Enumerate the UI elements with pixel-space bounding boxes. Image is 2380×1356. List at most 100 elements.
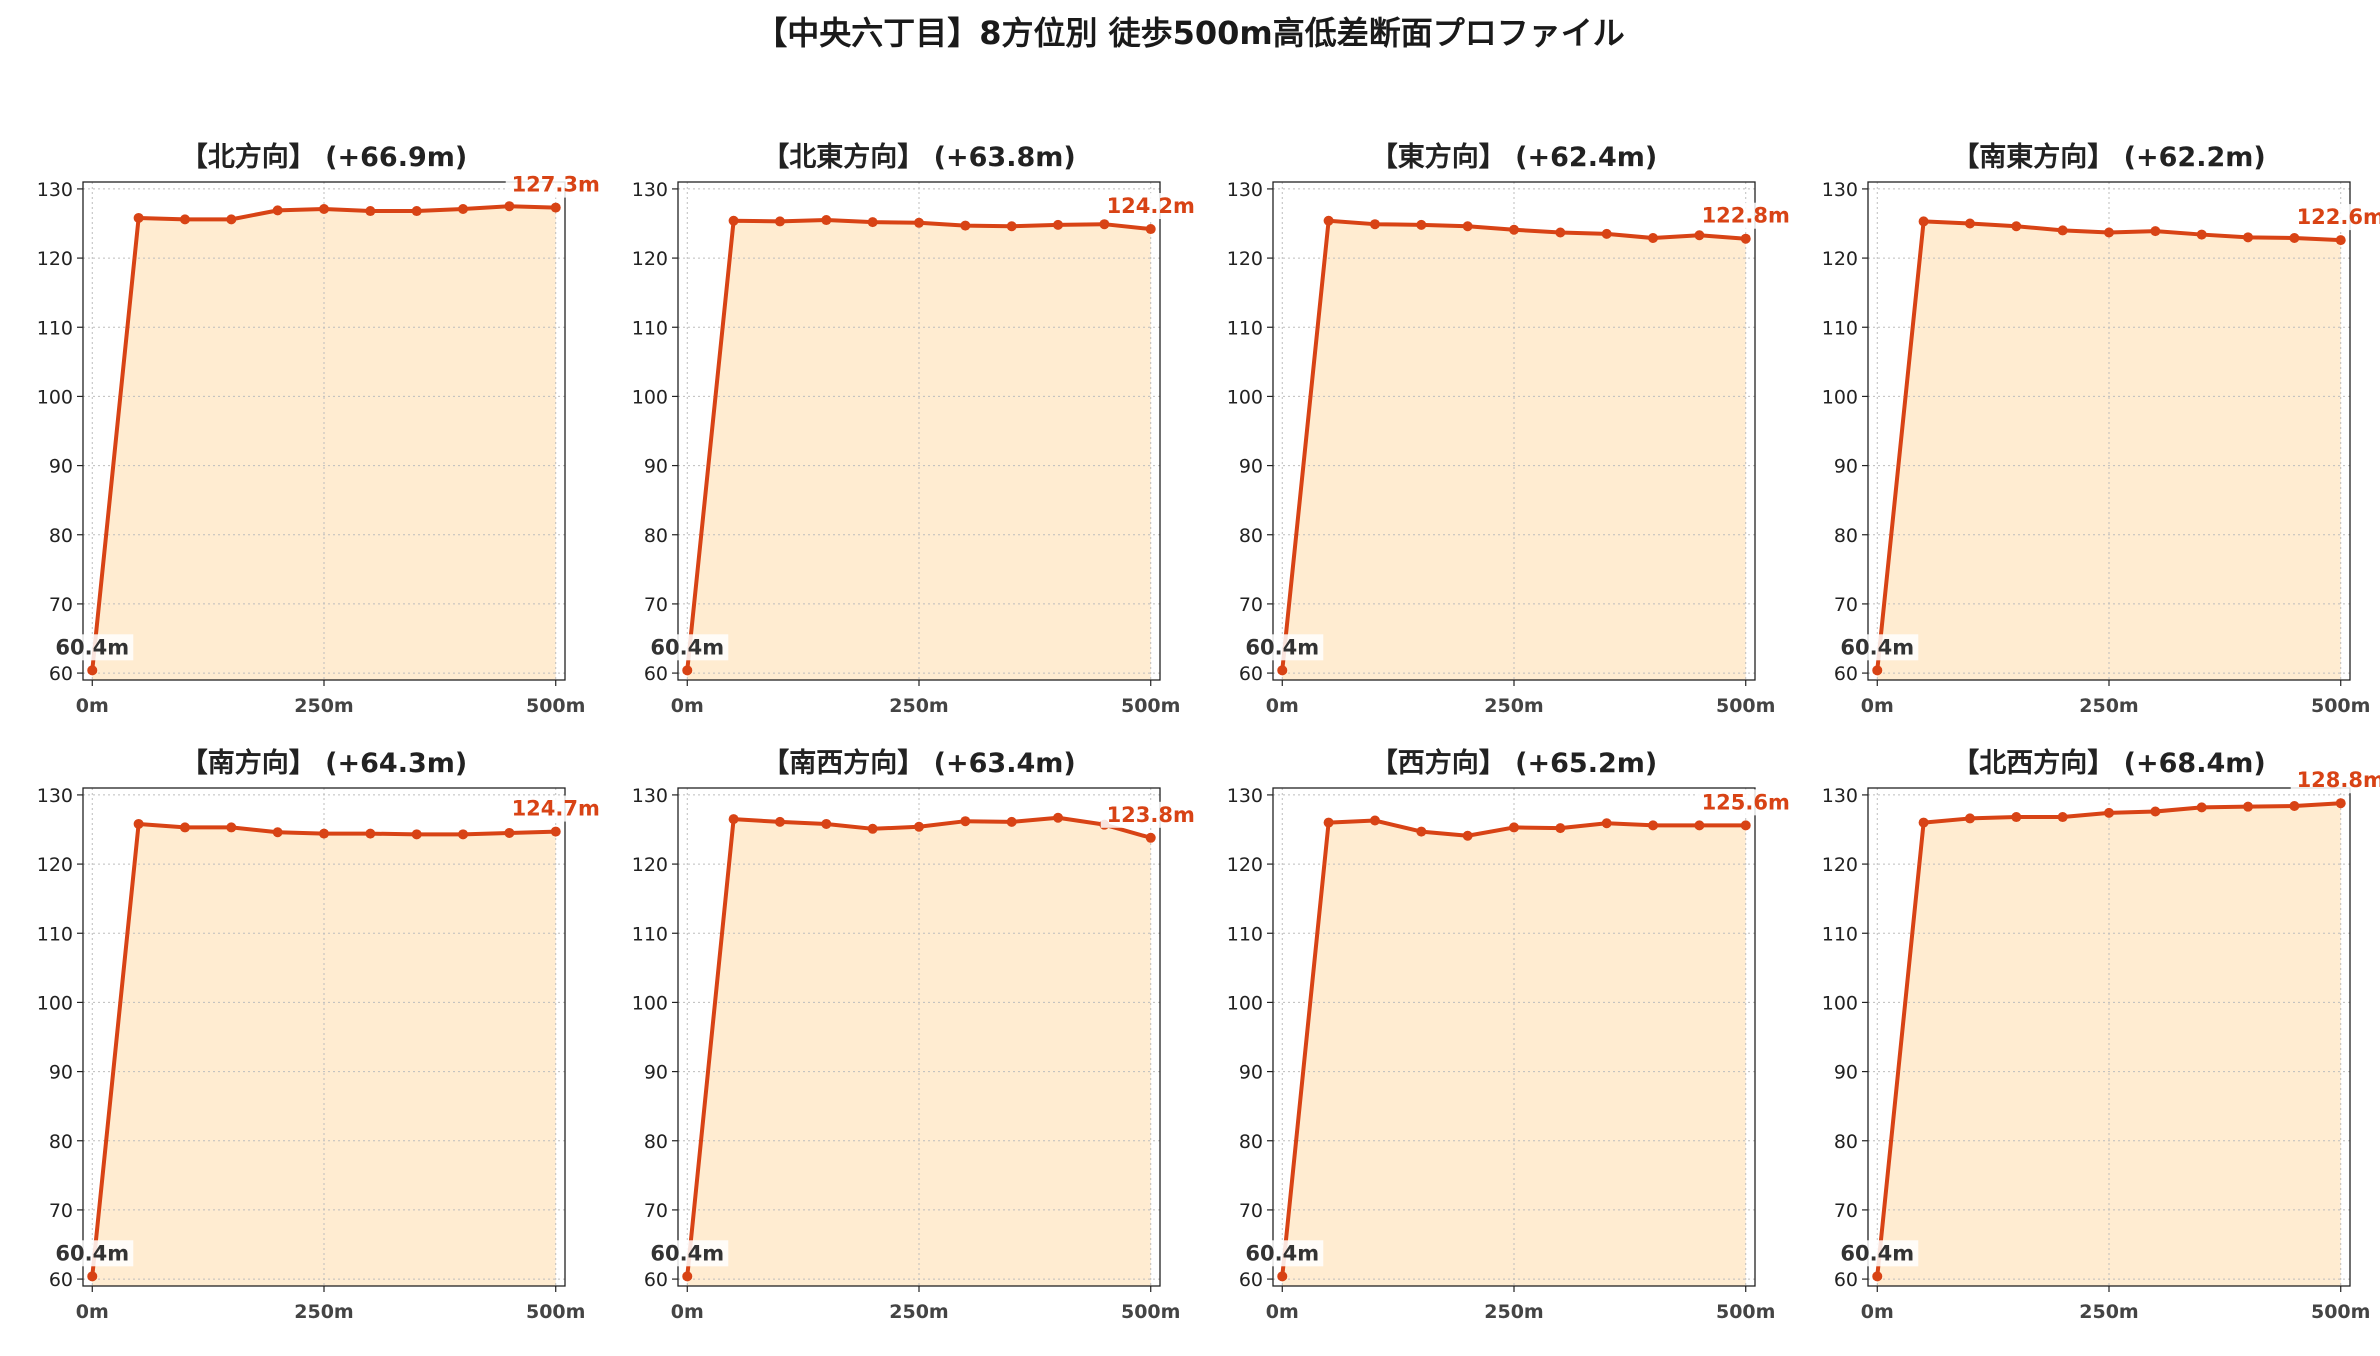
profile-point <box>179 214 190 225</box>
x-tick-label: 0m <box>76 695 109 717</box>
profile-point <box>1462 221 1473 232</box>
profile-point <box>272 205 283 216</box>
profile-point <box>87 1271 98 1282</box>
y-tick-label: 110 <box>632 923 668 945</box>
end-label: 124.2m <box>1107 194 1195 218</box>
y-tick-label: 130 <box>1227 785 1263 807</box>
y-tick-label: 70 <box>49 594 73 616</box>
chart-svg: 60 70 80 90 100 110 120 130 0m 250m 500m 60.4m 122.6… <box>1822 141 2380 717</box>
y-tick-label: 60 <box>644 663 668 685</box>
y-tick-label: 130 <box>37 785 73 807</box>
profile-point <box>1601 228 1612 239</box>
profile-point <box>1416 826 1427 837</box>
profile-point <box>728 215 739 226</box>
y-tick-label: 80 <box>49 525 73 547</box>
profile-point <box>1369 815 1380 826</box>
profile-point <box>960 220 971 231</box>
end-label-bg <box>2290 767 2380 794</box>
profile-point <box>1918 817 1929 828</box>
end-label: 122.6m <box>2297 205 2380 229</box>
y-tick-label: 80 <box>644 525 668 547</box>
y-tick-label: 90 <box>1834 1062 1858 1084</box>
chart-svg: 60 70 80 90 100 110 120 130 0m 250m 500m 60.4m 123.8… <box>632 747 1201 1323</box>
chart-svg: 60 70 80 90 100 110 120 130 0m 250m 500m 60.4m 124.2… <box>632 141 1201 717</box>
x-tick-label: 250m <box>1484 695 1543 717</box>
profile-point <box>682 1271 693 1282</box>
y-tick-label: 70 <box>644 1200 668 1222</box>
end-label-bg <box>505 795 606 822</box>
area-fill <box>687 817 1151 1286</box>
y-tick-label: 120 <box>1227 248 1263 270</box>
y-tick-label: 60 <box>49 1269 73 1291</box>
profile-point <box>226 214 237 225</box>
profile-point <box>133 818 144 829</box>
profile-point <box>1648 233 1659 244</box>
chart-title: 【南方向】 (+64.3m) <box>181 747 467 779</box>
profile-point <box>1740 233 1751 244</box>
chart-panel: 60 70 80 90 100 110 120 130 0m 250m 500m 60.4m 125.6… <box>1210 746 1805 1356</box>
y-tick-label: 80 <box>1834 525 1858 547</box>
profile-point <box>179 822 190 833</box>
end-label: 123.8m <box>1107 803 1195 827</box>
profile-point <box>2150 806 2161 817</box>
start-label-bg <box>51 634 134 661</box>
chart-body: 60 70 80 90 100 110 120 130 0m 250m 500m 60.4m 123.8… <box>632 785 1201 1323</box>
profile-point <box>2011 221 2022 232</box>
profile-point <box>133 212 144 223</box>
profile-point <box>821 215 832 226</box>
profile-point <box>458 829 469 840</box>
profile-point <box>272 827 283 838</box>
profile-point <box>1145 832 1156 843</box>
x-tick-label: 250m <box>889 695 948 717</box>
chart-body: 60 70 80 90 100 110 120 130 0m 250m 500m 60.4m 122.8… <box>1227 179 1796 717</box>
start-label: 60.4m <box>650 635 724 659</box>
profile-point <box>1601 818 1612 829</box>
profile-point <box>1462 830 1473 841</box>
profile-point <box>774 816 785 827</box>
profile-point <box>1509 224 1519 235</box>
chart-body: 60 70 80 90 100 110 120 130 0m 250m 500m 60.4m 128.8… <box>1822 767 2380 1323</box>
profile-point <box>1918 216 1929 227</box>
chart-body: 60 70 80 90 100 110 120 130 0m 250m 500m 60.4m 127.3… <box>37 171 606 717</box>
x-tick-label: 0m <box>1861 1301 1894 1323</box>
y-tick-label: 80 <box>49 1131 73 1153</box>
chart-body: 60 70 80 90 100 110 120 130 0m 250m 500m 60.4m 124.2… <box>632 179 1201 717</box>
profile-point <box>1053 219 1064 230</box>
y-tick-label: 80 <box>1239 525 1263 547</box>
y-tick-label: 120 <box>632 248 668 270</box>
x-tick-label: 0m <box>671 695 704 717</box>
profile-point <box>774 216 785 227</box>
profile-point <box>550 202 561 213</box>
x-tick-label: 500m <box>526 695 585 717</box>
profile-point <box>458 203 469 214</box>
x-tick-label: 500m <box>2311 1301 2370 1323</box>
y-tick-label: 60 <box>1834 663 1858 685</box>
profile-point <box>867 823 878 834</box>
profile-point <box>411 829 422 840</box>
profile-point <box>1006 816 1017 827</box>
end-label: 128.8m <box>2297 768 2380 792</box>
chart-panel: 60 70 80 90 100 110 120 130 0m 250m 500m 60.4m 123.8… <box>615 746 1210 1356</box>
profile-point <box>1964 218 1975 229</box>
chart-title: 【南東方向】 (+62.2m) <box>1952 141 2265 173</box>
y-tick-label: 90 <box>644 1062 668 1084</box>
y-tick-label: 60 <box>1834 1269 1858 1291</box>
y-tick-label: 130 <box>1822 785 1858 807</box>
y-tick-label: 130 <box>1822 179 1858 201</box>
end-label-bg <box>1100 193 1201 220</box>
y-tick-label: 100 <box>37 992 73 1014</box>
profile-point <box>682 665 693 676</box>
y-tick-label: 60 <box>644 1269 668 1291</box>
end-label-bg <box>1100 801 1201 828</box>
x-tick-label: 250m <box>294 695 353 717</box>
profile-point <box>319 828 329 839</box>
x-tick-label: 250m <box>2079 1301 2138 1323</box>
profile-point <box>2196 229 2207 240</box>
x-tick-label: 250m <box>1484 1301 1543 1323</box>
start-label: 60.4m <box>1840 635 1914 659</box>
start-label: 60.4m <box>55 635 129 659</box>
profile-point <box>504 201 515 212</box>
start-label-bg <box>1241 1240 1324 1267</box>
y-tick-label: 70 <box>1239 1200 1263 1222</box>
